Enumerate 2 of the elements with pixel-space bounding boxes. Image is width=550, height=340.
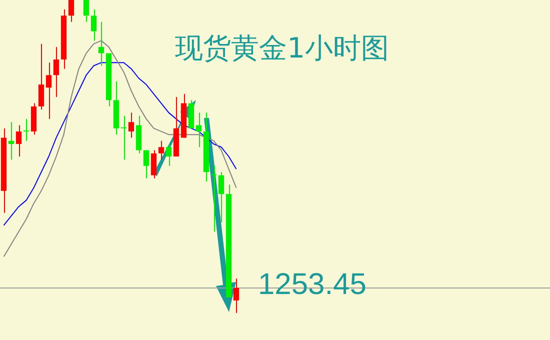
text: 1253.45: [258, 268, 366, 302]
text: 现货黄金1小时图: [175, 31, 389, 64]
